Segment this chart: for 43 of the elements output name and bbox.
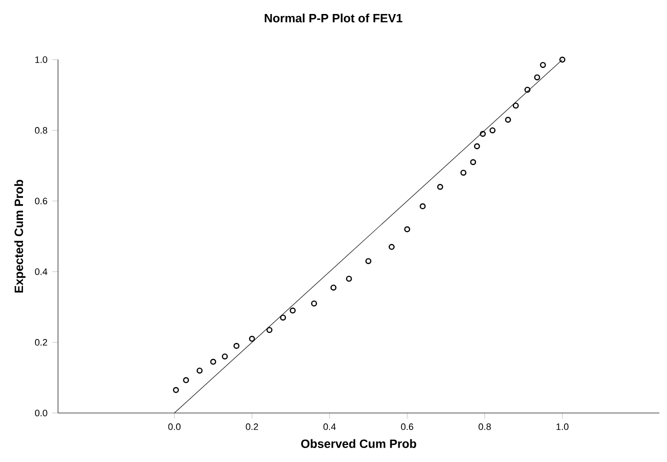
y-tick-label: 0.6 [34,198,48,204]
point [437,184,444,190]
point [330,284,336,291]
x-tick-label: 1.0 [556,423,568,430]
point [404,226,410,232]
point [420,203,426,210]
point [248,336,255,342]
x-tick-label: 0.0 [168,423,181,430]
point [540,62,546,68]
y-tick-label: 0.4 [34,268,48,275]
point [266,326,272,333]
x-tick-label: 0.2 [246,423,258,430]
point [505,116,512,123]
y-tick-label: 0.0 [34,410,48,416]
y-tick-label: 1.0 [35,56,48,63]
point [534,74,540,80]
point [346,276,352,282]
point [222,353,228,360]
y-axis-title: Expected Cum Prob [14,180,26,293]
point [512,102,519,109]
point [280,314,286,321]
point [311,300,318,306]
point [474,143,480,150]
point [388,244,395,250]
x-tick-label: 0.4 [323,423,336,430]
point [183,377,190,384]
point [490,127,496,134]
y-tick-label: 0.2 [34,339,48,346]
point [172,387,179,394]
chart-title: Normal P-P Plot of FEV1 [264,14,402,22]
point [524,86,530,93]
x-axis-title: Observed Cum Prob [301,439,416,448]
point [290,308,296,314]
x-tick-label: 0.6 [401,423,414,430]
point [480,130,486,137]
point [210,358,216,365]
point [365,258,372,264]
point [196,368,203,374]
point [460,170,466,176]
point [233,342,240,349]
y-tick-label: 0.8 [34,127,48,134]
point [470,159,476,166]
x-tick-label: 0.8 [478,423,491,430]
